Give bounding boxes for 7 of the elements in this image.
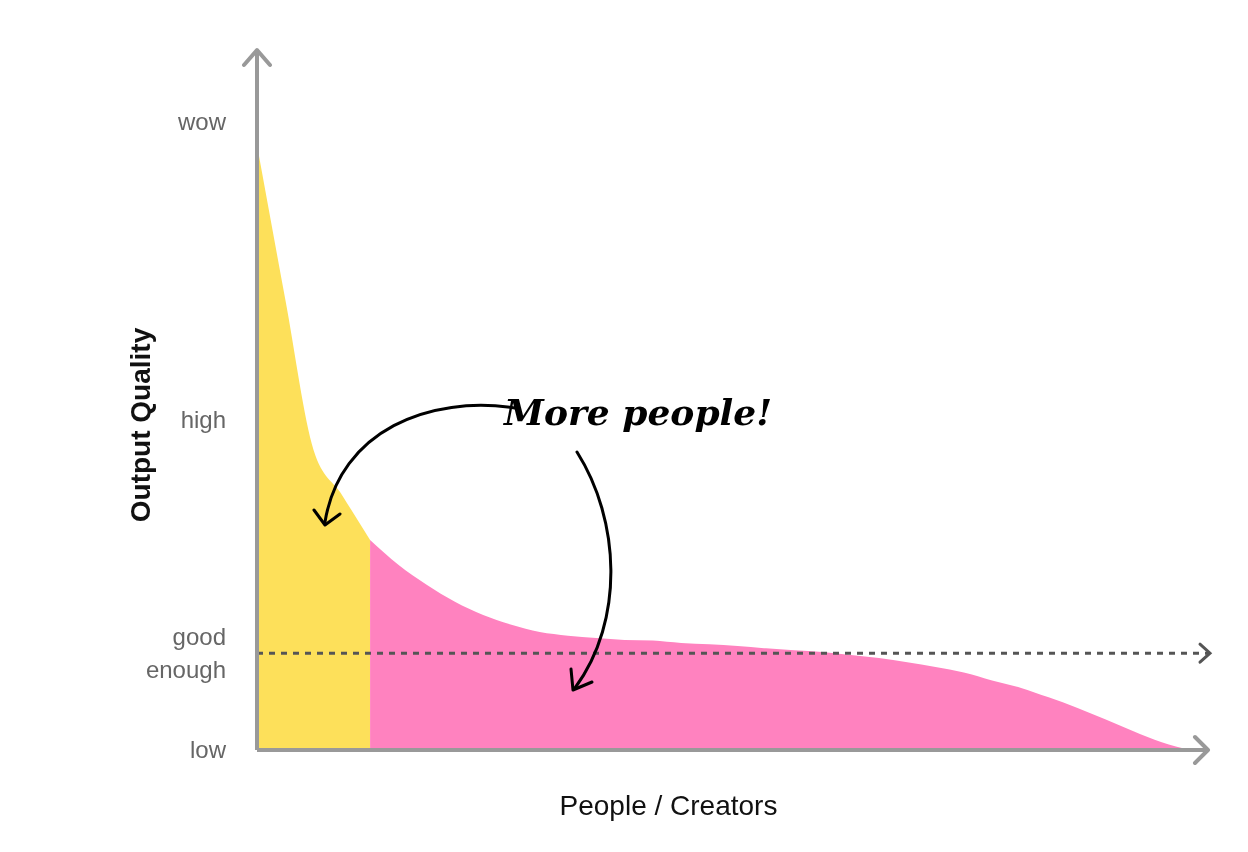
ref-line-label: good enough <box>145 622 226 683</box>
text: low <box>189 736 227 763</box>
text: high <box>180 406 226 433</box>
text: wow <box>176 108 227 135</box>
annotation: More people! <box>502 391 772 433</box>
x-axis-title: People / Creators <box>559 790 778 821</box>
y-axis-title: Output Quality <box>125 327 156 523</box>
